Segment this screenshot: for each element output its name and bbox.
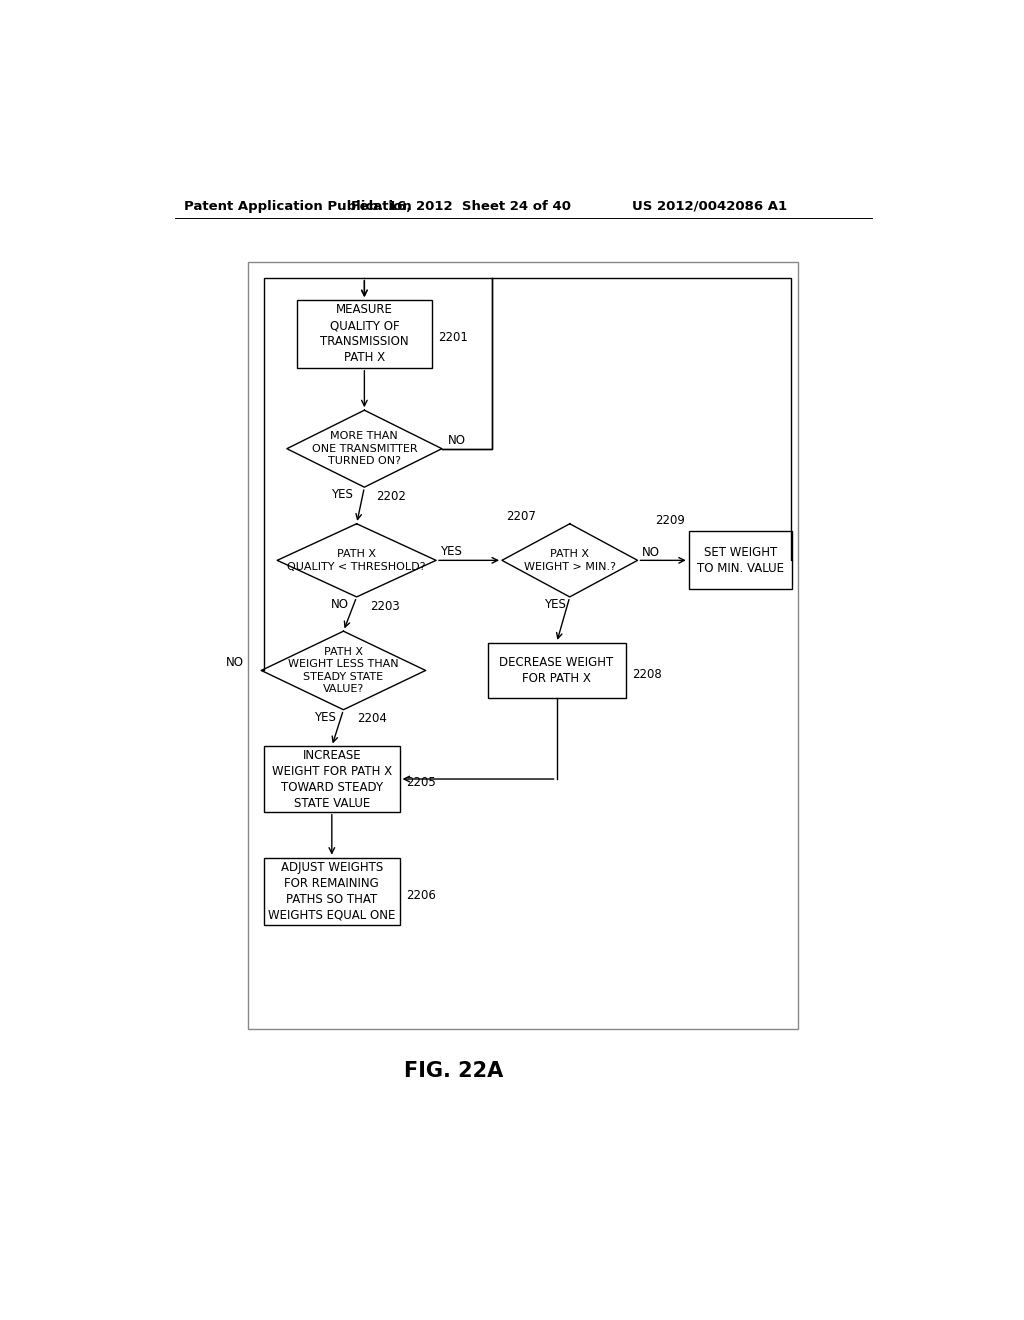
Text: NO: NO	[641, 546, 659, 560]
Polygon shape	[261, 631, 426, 710]
Text: YES: YES	[544, 598, 566, 611]
Text: NO: NO	[226, 656, 245, 669]
Text: 2206: 2206	[406, 888, 436, 902]
Polygon shape	[287, 411, 442, 487]
FancyBboxPatch shape	[689, 532, 792, 589]
Polygon shape	[278, 524, 436, 597]
Polygon shape	[502, 524, 638, 597]
Text: MORE THAN
ONE TRANSMITTER
TURNED ON?: MORE THAN ONE TRANSMITTER TURNED ON?	[311, 432, 417, 466]
FancyBboxPatch shape	[297, 300, 432, 368]
Text: PATH X
WEIGHT > MIN.?: PATH X WEIGHT > MIN.?	[523, 549, 615, 572]
Text: ADJUST WEIGHTS
FOR REMAINING
PATHS SO THAT
WEIGHTS EQUAL ONE: ADJUST WEIGHTS FOR REMAINING PATHS SO TH…	[268, 861, 395, 921]
Text: NO: NO	[331, 598, 349, 611]
Text: 2203: 2203	[371, 599, 400, 612]
Text: PATH X
QUALITY < THRESHOLD?: PATH X QUALITY < THRESHOLD?	[288, 549, 426, 572]
Text: PATH X
WEIGHT LESS THAN
STEADY STATE
VALUE?: PATH X WEIGHT LESS THAN STEADY STATE VAL…	[288, 647, 398, 694]
Text: Patent Application Publication: Patent Application Publication	[183, 199, 412, 213]
Text: 2201: 2201	[438, 331, 468, 345]
Text: DECREASE WEIGHT
FOR PATH X: DECREASE WEIGHT FOR PATH X	[500, 656, 613, 685]
Text: Feb. 16, 2012  Sheet 24 of 40: Feb. 16, 2012 Sheet 24 of 40	[351, 199, 571, 213]
FancyBboxPatch shape	[487, 643, 626, 698]
Text: YES: YES	[440, 545, 462, 557]
Text: INCREASE
WEIGHT FOR PATH X
TOWARD STEADY
STATE VALUE: INCREASE WEIGHT FOR PATH X TOWARD STEADY…	[271, 748, 392, 809]
FancyBboxPatch shape	[248, 263, 799, 1028]
Text: 2209: 2209	[655, 515, 685, 527]
Text: 2205: 2205	[406, 776, 435, 789]
Text: 2208: 2208	[632, 668, 662, 681]
FancyBboxPatch shape	[264, 746, 399, 812]
Text: 2202: 2202	[376, 490, 406, 503]
FancyBboxPatch shape	[264, 858, 399, 925]
Text: 2204: 2204	[357, 713, 387, 726]
Text: SET WEIGHT
TO MIN. VALUE: SET WEIGHT TO MIN. VALUE	[696, 546, 783, 574]
Text: YES: YES	[331, 488, 352, 502]
Text: 2207: 2207	[506, 510, 536, 523]
Text: YES: YES	[313, 711, 336, 723]
Text: MEASURE
QUALITY OF
TRANSMISSION
PATH X: MEASURE QUALITY OF TRANSMISSION PATH X	[321, 304, 409, 364]
Text: FIG. 22A: FIG. 22A	[403, 1061, 503, 1081]
Text: US 2012/0042086 A1: US 2012/0042086 A1	[632, 199, 786, 213]
Text: NO: NO	[449, 434, 466, 447]
